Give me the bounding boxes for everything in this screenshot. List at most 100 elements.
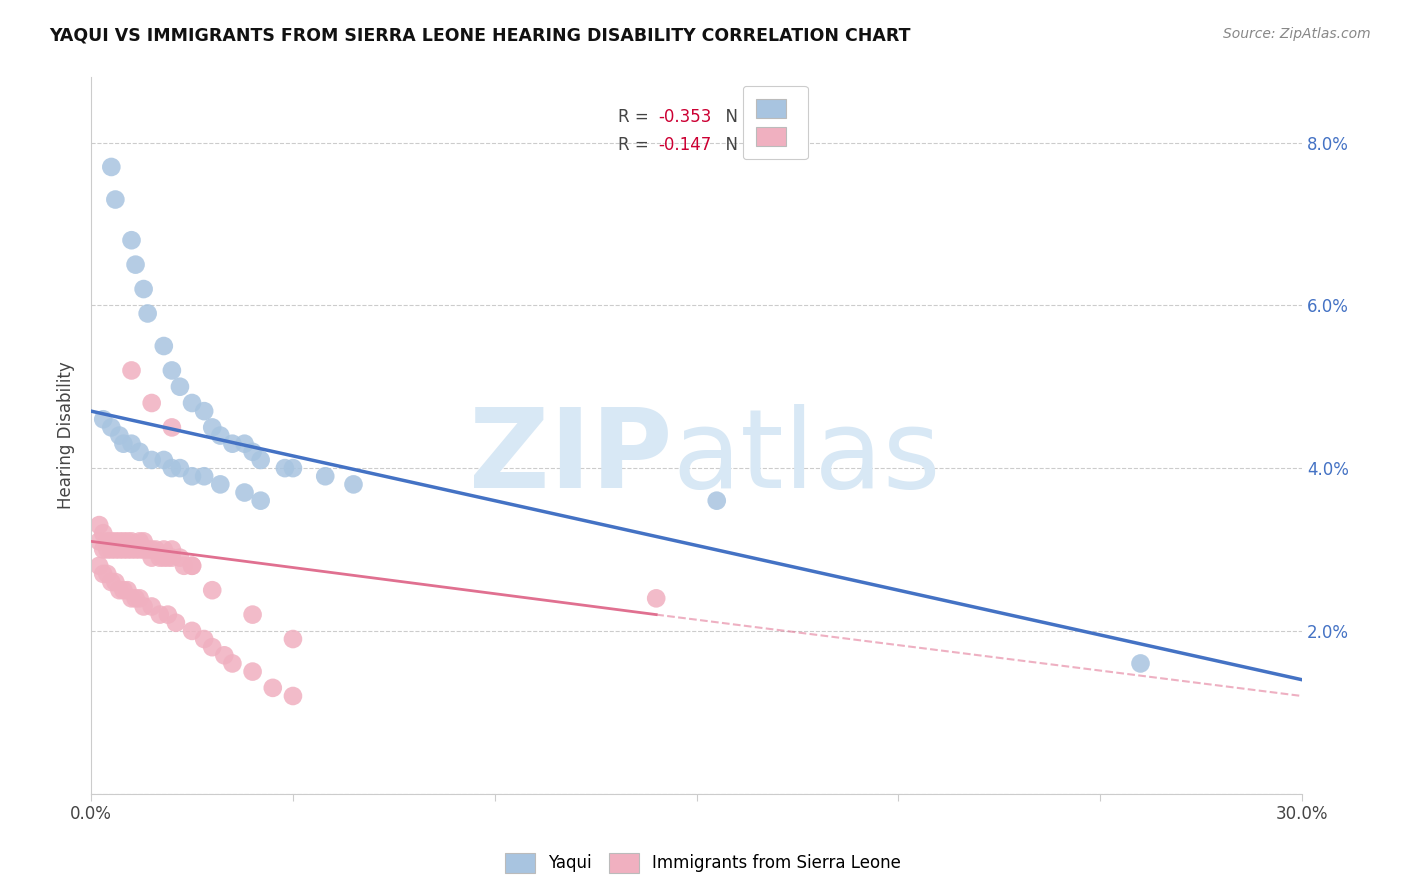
Point [281,632,304,646]
Point [242,607,264,622]
Text: ZIP: ZIP [470,403,672,510]
Point [169,461,191,475]
Point [1129,657,1152,671]
Point [91,526,114,541]
Point [108,534,131,549]
Point [193,404,215,418]
Text: -0.147: -0.147 [658,136,711,154]
Point [96,542,118,557]
Point [96,566,118,581]
Point [121,436,143,450]
Point [112,436,135,450]
Point [193,469,215,483]
Point [100,534,122,549]
Point [214,648,236,663]
Point [281,461,304,475]
Point [136,542,159,557]
Point [121,363,143,377]
Point [117,583,139,598]
Point [281,689,304,703]
Point [233,485,256,500]
Point [128,445,150,459]
Point [124,258,146,272]
Point [201,640,224,655]
Point [124,591,146,606]
Point [141,542,163,557]
Point [645,591,668,606]
Point [91,566,114,581]
Point [153,453,176,467]
Point [100,160,122,174]
Point [262,681,284,695]
Point [100,542,122,557]
Text: 38: 38 [755,108,776,126]
Point [104,534,127,549]
Point [117,534,139,549]
Point [160,461,183,475]
Point [141,396,163,410]
Legend: Yaqui, Immigrants from Sierra Leone: Yaqui, Immigrants from Sierra Leone [498,847,908,880]
Text: YAQUI VS IMMIGRANTS FROM SIERRA LEONE HEARING DISABILITY CORRELATION CHART: YAQUI VS IMMIGRANTS FROM SIERRA LEONE HE… [49,27,911,45]
Text: R =: R = [617,136,654,154]
Text: N =: N = [714,136,762,154]
Point [89,534,111,549]
Point [136,306,159,320]
Point [160,363,183,377]
Point [209,428,232,442]
Point [100,420,122,434]
Point [221,436,243,450]
Point [145,542,167,557]
Text: atlas: atlas [672,403,941,510]
Point [274,461,297,475]
Point [108,583,131,598]
Point [249,493,271,508]
Point [128,534,150,549]
Y-axis label: Hearing Disability: Hearing Disability [58,361,75,509]
Point [128,591,150,606]
Text: -0.353: -0.353 [658,108,711,126]
Point [132,599,155,614]
Point [165,615,187,630]
Text: 68: 68 [755,136,776,154]
Point [108,428,131,442]
Text: Source: ZipAtlas.com: Source: ZipAtlas.com [1223,27,1371,41]
Point [193,632,215,646]
Point [156,550,179,565]
Point [160,420,183,434]
Point [242,665,264,679]
Point [201,583,224,598]
Point [249,453,271,467]
Text: R =: R = [617,108,654,126]
Point [181,624,204,638]
Text: N =: N = [714,108,762,126]
Point [112,534,135,549]
Point [121,591,143,606]
Point [181,396,204,410]
Point [706,493,728,508]
Point [128,542,150,557]
Point [100,575,122,590]
Point [104,193,127,207]
Point [314,469,336,483]
Point [149,550,172,565]
Point [221,657,243,671]
Point [104,542,127,557]
Point [149,607,172,622]
Point [141,599,163,614]
Point [153,550,176,565]
Point [124,542,146,557]
Point [108,542,131,557]
Point [117,542,139,557]
Point [181,558,204,573]
Point [91,542,114,557]
Point [169,550,191,565]
Point [209,477,232,491]
Point [153,339,176,353]
Point [156,607,179,622]
Point [132,534,155,549]
Point [342,477,364,491]
Point [112,542,135,557]
Point [121,542,143,557]
Point [181,469,204,483]
Point [96,534,118,549]
